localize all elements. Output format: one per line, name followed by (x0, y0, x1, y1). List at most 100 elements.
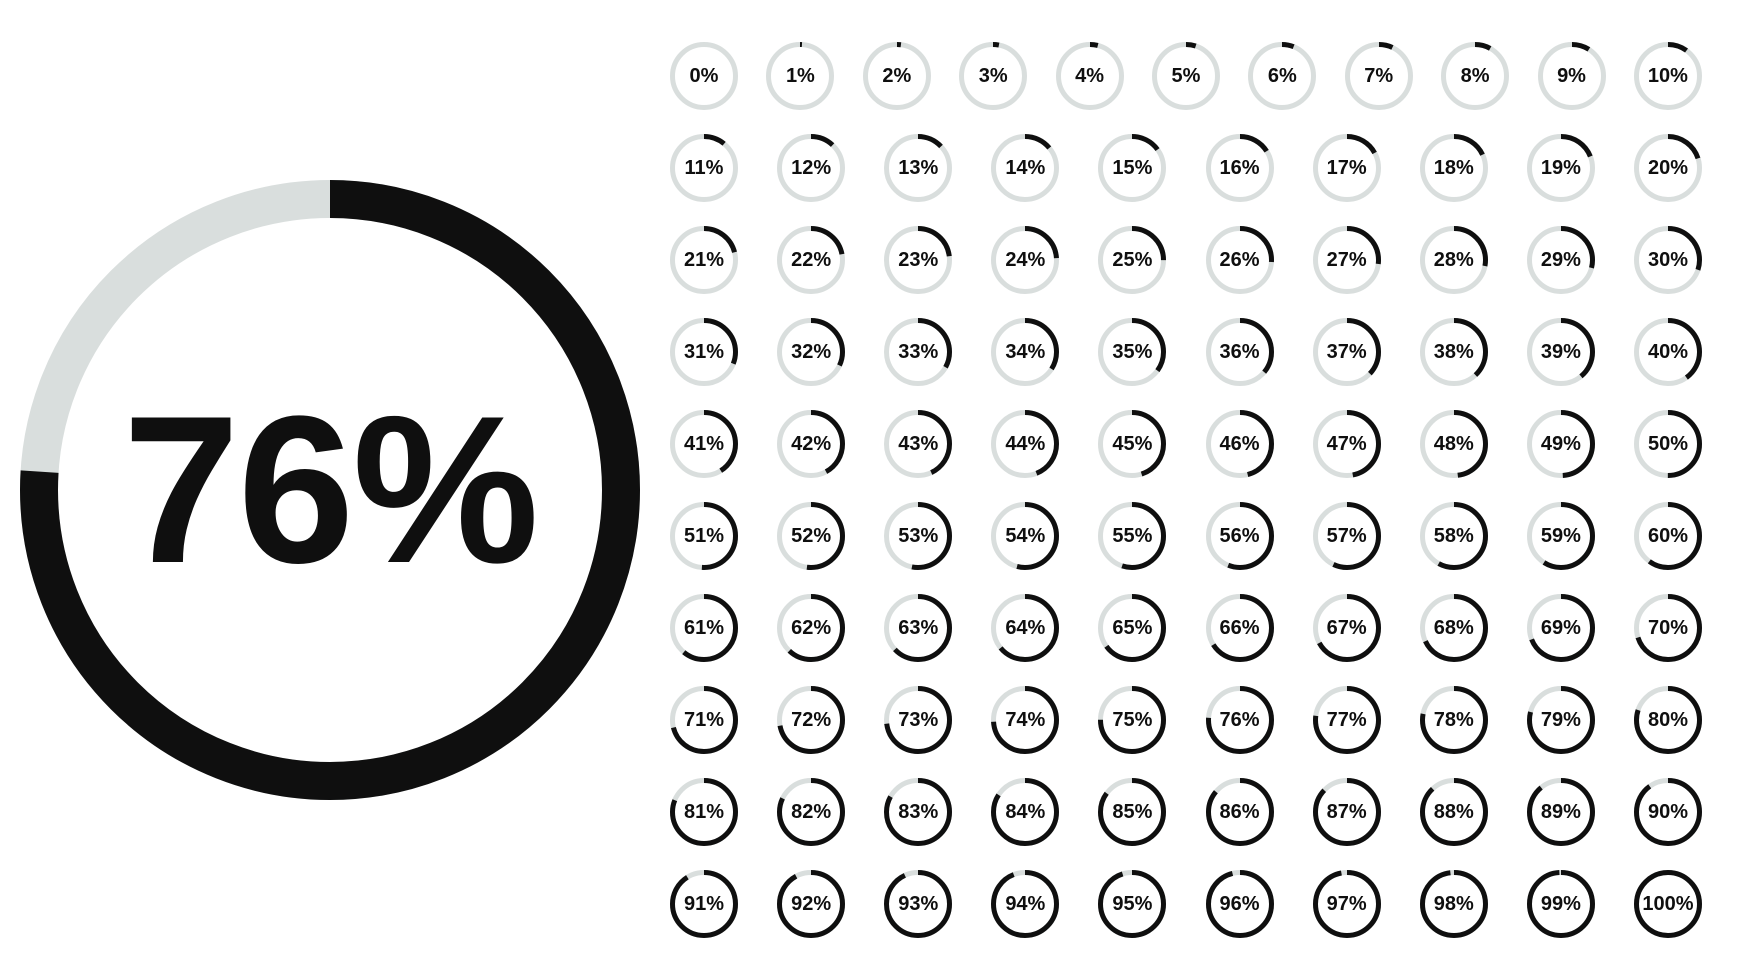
progress-ring-93: 93% (884, 870, 952, 938)
progress-ring-67: 67% (1313, 594, 1381, 662)
large-ring-panel: 76% (0, 0, 660, 980)
progress-ring-label: 0% (670, 42, 738, 110)
progress-ring-label: 35% (1098, 318, 1166, 386)
progress-ring-72: 72% (777, 686, 845, 754)
progress-ring-label: 92% (777, 870, 845, 938)
progress-ring-label: 2% (863, 42, 931, 110)
progress-ring-label: 65% (1098, 594, 1166, 662)
progress-ring-28: 28% (1420, 226, 1488, 294)
progress-ring-label: 93% (884, 870, 952, 938)
progress-ring-label: 33% (884, 318, 952, 386)
progress-ring-label: 96% (1206, 870, 1274, 938)
progress-ring-40: 40% (1634, 318, 1702, 386)
progress-ring-label: 39% (1527, 318, 1595, 386)
progress-ring-label: 67% (1313, 594, 1381, 662)
progress-ring-label: 98% (1420, 870, 1488, 938)
progress-ring-label: 41% (670, 410, 738, 478)
progress-ring-label: 22% (777, 226, 845, 294)
progress-ring-label: 91% (670, 870, 738, 938)
progress-ring-label: 72% (777, 686, 845, 754)
progress-ring-label: 13% (884, 134, 952, 202)
progress-ring-label: 38% (1420, 318, 1488, 386)
progress-ring-label: 40% (1634, 318, 1702, 386)
progress-ring-64: 64% (991, 594, 1059, 662)
progress-ring-35: 35% (1098, 318, 1166, 386)
progress-ring-53: 53% (884, 502, 952, 570)
progress-ring-label: 62% (777, 594, 845, 662)
progress-ring-66: 66% (1206, 594, 1274, 662)
progress-ring-label: 84% (991, 778, 1059, 846)
progress-ring-label: 42% (777, 410, 845, 478)
progress-ring-52: 52% (777, 502, 845, 570)
progress-ring-0: 0% (670, 42, 738, 110)
progress-ring-label: 34% (991, 318, 1059, 386)
progress-ring-label: 78% (1420, 686, 1488, 754)
progress-ring-label: 59% (1527, 502, 1595, 570)
progress-ring-label: 43% (884, 410, 952, 478)
progress-ring-86: 86% (1206, 778, 1274, 846)
progress-ring-33: 33% (884, 318, 952, 386)
progress-ring-label: 85% (1098, 778, 1166, 846)
progress-ring-label: 55% (1098, 502, 1166, 570)
progress-ring-label: 63% (884, 594, 952, 662)
progress-ring-label: 6% (1248, 42, 1316, 110)
progress-ring-label: 81% (670, 778, 738, 846)
progress-ring-label: 90% (1634, 778, 1702, 846)
progress-ring-label: 24% (991, 226, 1059, 294)
progress-ring-label: 61% (670, 594, 738, 662)
progress-ring-label: 14% (991, 134, 1059, 202)
progress-ring-97: 97% (1313, 870, 1381, 938)
progress-ring-61: 61% (670, 594, 738, 662)
progress-ring-89: 89% (1527, 778, 1595, 846)
progress-ring-15: 15% (1098, 134, 1166, 202)
progress-ring-34: 34% (991, 318, 1059, 386)
progress-ring-69: 69% (1527, 594, 1595, 662)
progress-ring-grid: 0%1%2%3%4%5%6%7%8%9%10%11%12%13%14%15%16… (670, 42, 1702, 938)
progress-ring-87: 87% (1313, 778, 1381, 846)
progress-ring-label: 83% (884, 778, 952, 846)
progress-ring-label: 60% (1634, 502, 1702, 570)
progress-ring-41: 41% (670, 410, 738, 478)
progress-ring-label: 25% (1098, 226, 1166, 294)
progress-ring-label: 46% (1206, 410, 1274, 478)
grid-row: 21%22%23%24%25%26%27%28%29%30% (670, 226, 1702, 294)
progress-ring-8: 8% (1441, 42, 1509, 110)
progress-ring-label: 26% (1206, 226, 1274, 294)
progress-ring-30: 30% (1634, 226, 1702, 294)
progress-ring-71: 71% (670, 686, 738, 754)
progress-ring-label: 45% (1098, 410, 1166, 478)
progress-ring-21: 21% (670, 226, 738, 294)
progress-ring-22: 22% (777, 226, 845, 294)
progress-ring-label: 58% (1420, 502, 1488, 570)
progress-ring-37: 37% (1313, 318, 1381, 386)
progress-ring-78: 78% (1420, 686, 1488, 754)
grid-row: 91%92%93%94%95%96%97%98%99%100% (670, 870, 1702, 938)
progress-ring-74: 74% (991, 686, 1059, 754)
grid-row: 11%12%13%14%15%16%17%18%19%20% (670, 134, 1702, 202)
progress-ring-label: 53% (884, 502, 952, 570)
progress-ring-label: 37% (1313, 318, 1381, 386)
grid-row: 41%42%43%44%45%46%47%48%49%50% (670, 410, 1702, 478)
progress-ring-47: 47% (1313, 410, 1381, 478)
progress-ring-label: 9% (1538, 42, 1606, 110)
progress-ring-50: 50% (1634, 410, 1702, 478)
progress-ring-label: 49% (1527, 410, 1595, 478)
progress-ring-label: 29% (1527, 226, 1595, 294)
progress-ring-label: 15% (1098, 134, 1166, 202)
progress-ring-label: 28% (1420, 226, 1488, 294)
grid-panel: 0%1%2%3%4%5%6%7%8%9%10%11%12%13%14%15%16… (660, 0, 1742, 980)
progress-ring-label: 66% (1206, 594, 1274, 662)
progress-ring-label: 30% (1634, 226, 1702, 294)
progress-ring-label: 32% (777, 318, 845, 386)
progress-ring-label: 95% (1098, 870, 1166, 938)
progress-ring-label: 68% (1420, 594, 1488, 662)
progress-ring-85: 85% (1098, 778, 1166, 846)
progress-ring-label: 80% (1634, 686, 1702, 754)
progress-ring-label: 4% (1056, 42, 1124, 110)
progress-ring-77: 77% (1313, 686, 1381, 754)
progress-ring-label: 27% (1313, 226, 1381, 294)
progress-ring-90: 90% (1634, 778, 1702, 846)
progress-ring-label: 51% (670, 502, 738, 570)
progress-ring-94: 94% (991, 870, 1059, 938)
progress-ring-2: 2% (863, 42, 931, 110)
